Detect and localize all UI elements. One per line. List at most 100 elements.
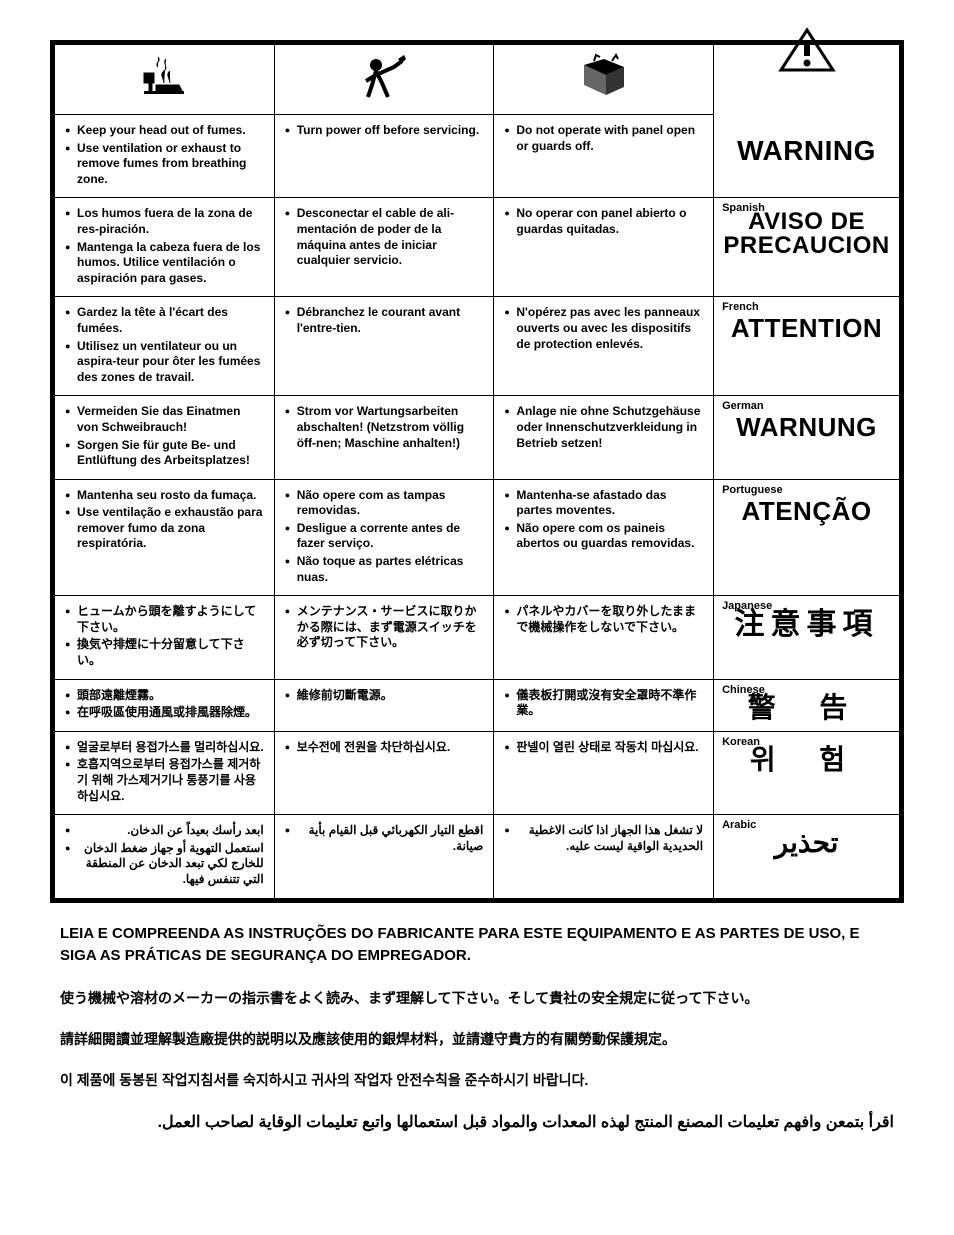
pt-c1: Mantenha seu rosto da fumaça.Use ventila… <box>65 488 264 552</box>
ar-c1: ابعد رأسك بعيداً عن الدخان. استعمل التهوي… <box>65 823 264 887</box>
row-es: Los humos fuera de la zona de res-piraci… <box>55 198 900 297</box>
servicing-icon <box>354 53 414 103</box>
bullet-item: 維修前切斷電源。 <box>285 688 484 704</box>
ar-c3: لا تشغل هذا الجهاز اذا كانت الاغطية الحد… <box>504 823 703 854</box>
bullet-item: Desconectar el cable de ali-mentación de… <box>285 206 484 268</box>
zh-c3: 儀表板打開或沒有安全罩時不準作業。 <box>504 688 703 719</box>
footer-instructions: LEIA E COMPREENDA AS INSTRUÇÕES DO FABRI… <box>50 903 904 1165</box>
warning-table: WARNING Keep your head out of fumes. Use … <box>54 44 900 899</box>
pt-c2: Não opere com as tampas removidas.Deslig… <box>285 488 484 586</box>
bullet-item: 판넬이 열린 상태로 작동치 마십시요. <box>504 740 703 756</box>
ar-c2: اقطع التيار الكهربائي قبل القيام بأية صي… <box>285 823 484 854</box>
fr-c1: Gardez la tête à l'écart des fumées.Util… <box>65 305 264 385</box>
lang-ja: Japanese <box>722 600 772 612</box>
lang-zh: Chinese <box>722 684 765 696</box>
fumes-icon-cell <box>55 45 275 115</box>
lang-es: Spanish <box>722 202 765 214</box>
bullet-item: اقطع التيار الكهربائي قبل القيام بأية صي… <box>285 823 484 854</box>
warning-word-en: WARNING <box>724 80 889 216</box>
icon-header-row: WARNING <box>55 45 900 115</box>
row-ja: ヒュームから頭を離すようにして下さい。換気や排煙に十分留意して下さい。 メンテナ… <box>55 596 900 679</box>
bullet-item: Mantenga la cabeza fuera de los humos. U… <box>65 240 264 287</box>
bullet-item: ابعد رأسك بعيداً عن الدخان. <box>65 823 264 839</box>
bullet-item: Não opere com as tampas removidas. <box>285 488 484 519</box>
es-c3: No operar con panel abierto o guardas qu… <box>504 206 703 237</box>
de-c2: Strom vor Wartungsarbeiten abschalten! (… <box>285 404 484 451</box>
bullet-item: Strom vor Wartungsarbeiten abschalten! (… <box>285 404 484 451</box>
bullet-item: 보수전에 전원을 차단하십시요. <box>285 740 484 756</box>
row-de: Vermeiden Sie das Einatmen von Schweibra… <box>55 396 900 479</box>
ko-c3: 판넬이 열린 상태로 작동치 마십시요. <box>504 740 703 756</box>
bullet-item: Turn power off before servicing. <box>285 123 484 139</box>
bullet-item: パネルやカバーを取り外したままで機械操作をしないで下さい。 <box>504 604 703 635</box>
bullet-item: Mantenha-se afastado das partes moventes… <box>504 488 703 519</box>
panel-icon-cell <box>494 45 714 115</box>
fr-c3: N'opérez pas avec les panneaux ouverts o… <box>504 305 703 352</box>
en-c3: Do not operate with panel open or guards… <box>504 123 703 154</box>
row-fr: Gardez la tête à l'écart des fumées.Util… <box>55 297 900 396</box>
bullet-item: استعمل التهوية أو جهاز ضغط الدخان للخارج… <box>65 841 264 888</box>
bullet-item: Gardez la tête à l'écart des fumées. <box>65 305 264 336</box>
bullet-item: Débranchez le courant avant l'entre-tien… <box>285 305 484 336</box>
bullet-item: Use ventilação e exhaustão para remover … <box>65 505 264 552</box>
footer-pt: LEIA E COMPREENDA AS INSTRUÇÕES DO FABRI… <box>60 923 894 968</box>
lang-fr: French <box>722 301 759 313</box>
lang-de: German <box>722 400 764 412</box>
bullet-item: Vermeiden Sie das Einatmen von Schweibra… <box>65 404 264 435</box>
ko-c2: 보수전에 전원을 차단하십시요. <box>285 740 484 756</box>
bullet-item: Keep your head out of fumes. <box>65 123 264 139</box>
ko-c1: 얼굴로부터 용접가스를 멀리하십시요.호흡지역으로부터 용접가스를 제거하기 위… <box>65 740 264 804</box>
bullet-item: No operar con panel abierto o guardas qu… <box>504 206 703 237</box>
footer-zh: 請詳細閱讀並理解製造廠提供的説明以及應該使用的銀焊材料，並請遵守貴方的有關勞動保… <box>60 1029 894 1050</box>
warning-cell-en: WARNING <box>714 45 900 198</box>
bullet-item: Não opere com os paineis abertos ou guar… <box>504 521 703 552</box>
en-c1: Keep your head out of fumes. Use ventilat… <box>65 123 264 187</box>
es-c1: Los humos fuera de la zona de res-piraci… <box>65 206 264 286</box>
bullet-item: Utilisez un ventilateur ou un aspira-teu… <box>65 339 264 386</box>
ja-c3: パネルやカバーを取り外したままで機械操作をしないで下さい。 <box>504 604 703 635</box>
bullet-item: 頭部遠離煙霧。 <box>65 688 264 704</box>
bullet-item: Anlage nie ohne Schutzgehäuse oder Innen… <box>504 404 703 451</box>
en-c2: Turn power off before servicing. <box>285 123 484 139</box>
ja-c2: メンテナンス・サービスに取りかかる際には、まず電源スイッチを必ず切って下さい。 <box>285 604 484 651</box>
bullet-item: 儀表板打開或沒有安全罩時不準作業。 <box>504 688 703 719</box>
bullet-item: Los humos fuera de la zona de res-piraci… <box>65 206 264 237</box>
bullet-item: Do not operate with panel open or guards… <box>504 123 703 154</box>
bullet-item: 換気や排煙に十分留意して下さい。 <box>65 637 264 668</box>
row-ar: ابعد رأسك بعيداً عن الدخان. استعمل التهوي… <box>55 815 900 898</box>
de-c3: Anlage nie ohne Schutzgehäuse oder Innen… <box>504 404 703 451</box>
bullet-item: メンテナンス・サービスに取りかかる際には、まず電源スイッチを必ず切って下さい。 <box>285 604 484 651</box>
pt-c3: Mantenha-se afastado das partes moventes… <box>504 488 703 552</box>
footer-ja: 使う機械や溶材のメーカーの指示書をよく読み、まず理解して下さい。そして貴社の安全… <box>60 988 894 1009</box>
bullet-item: ヒュームから頭を離すようにして下さい。 <box>65 604 264 635</box>
bullet-item: لا تشغل هذا الجهاز اذا كانت الاغطية الحد… <box>504 823 703 854</box>
row-ko: 얼굴로부터 용접가스를 멀리하십시요.호흡지역으로부터 용접가스를 제거하기 위… <box>55 731 900 814</box>
bullet-item: 在呼吸區使用通風或排風器除煙。 <box>65 705 264 721</box>
bullet-item: Não toque as partes elétricas nuas. <box>285 554 484 585</box>
warning-triangle-icon <box>777 26 837 76</box>
row-pt: Mantenha seu rosto da fumaça.Use ventila… <box>55 479 900 596</box>
footer-ko: 이 제품에 동봉된 작업지침서를 숙지하시고 귀사의 작업자 안전수칙을 준수하… <box>60 1070 894 1091</box>
bullet-item: Desligue a corrente antes de fazer servi… <box>285 521 484 552</box>
servicing-icon-cell <box>274 45 494 115</box>
lang-ar: Arabic <box>722 819 756 831</box>
lang-ko: Korean <box>722 736 760 748</box>
bullet-item: 얼굴로부터 용접가스를 멀리하십시요. <box>65 740 264 756</box>
bullet-item: 호흡지역으로부터 용접가스를 제거하기 위해 가스제거기나 통풍기를 사용하십시… <box>65 757 264 804</box>
es-c2: Desconectar el cable de ali-mentación de… <box>285 206 484 268</box>
fr-c2: Débranchez le courant avant l'entre-tien… <box>285 305 484 336</box>
zh-c1: 頭部遠離煙霧。在呼吸區使用通風或排風器除煙。 <box>65 688 264 721</box>
bullet-item: N'opérez pas avec les panneaux ouverts o… <box>504 305 703 352</box>
bullet-item: Sorgen Sie für gute Be- und Entlüftung d… <box>65 438 264 469</box>
zh-c2: 維修前切斷電源。 <box>285 688 484 704</box>
lang-pt: Portuguese <box>722 484 783 496</box>
bullet-item: Mantenha seu rosto da fumaça. <box>65 488 264 504</box>
bullet-item: Use ventilation or exhaust to remove fum… <box>65 141 264 188</box>
fumes-icon <box>134 53 194 103</box>
footer-ar: اقرأ بتمعن وافهم تعليمات المصنع المنتج ل… <box>60 1111 894 1135</box>
safety-warning-sheet: WARNING Keep your head out of fumes. Use … <box>50 40 904 903</box>
de-c1: Vermeiden Sie das Einatmen von Schweibra… <box>65 404 264 468</box>
ja-c1: ヒュームから頭を離すようにして下さい。換気や排煙に十分留意して下さい。 <box>65 604 264 668</box>
row-zh: 頭部遠離煙霧。在呼吸區使用通風或排風器除煙。 維修前切斷電源。 儀表板打開或沒有… <box>55 679 900 731</box>
panel-icon <box>574 53 634 103</box>
